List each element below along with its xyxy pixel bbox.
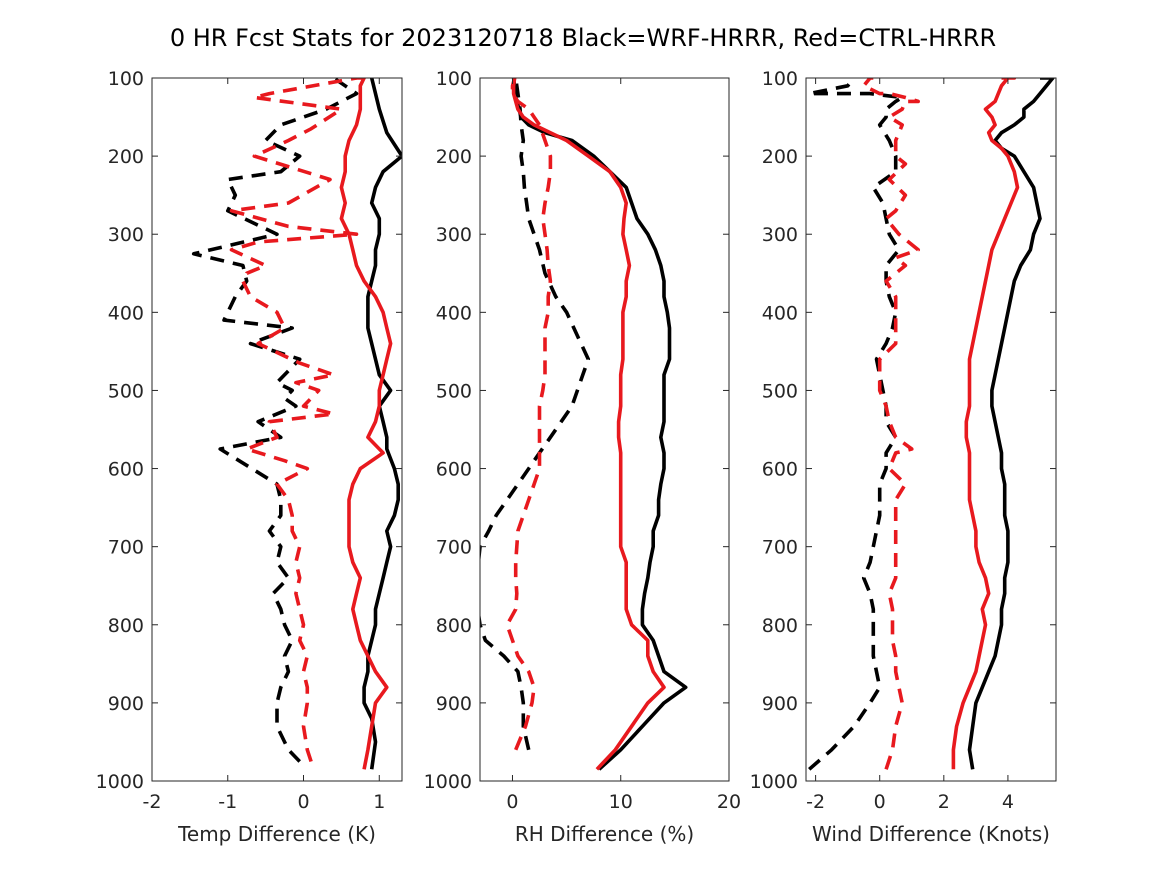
rh-black-dashed-line <box>480 78 591 751</box>
chart-title: 0 HR Fcst Stats for 2023120718 Black=WRF… <box>170 24 996 52</box>
wind-ytick-label: 600 <box>762 459 798 481</box>
temp-series-group <box>191 78 402 770</box>
rh-axes-frame <box>479 77 730 782</box>
wind-ytick-label: 700 <box>762 537 798 559</box>
wind-xtick-label: 0 <box>874 791 886 813</box>
temp-ytick-label: 400 <box>108 302 144 324</box>
wind-black-dashed-line <box>807 78 905 771</box>
temp-ytick-label: 600 <box>108 459 144 481</box>
rh-xaxis-label: RH Difference (%) <box>515 822 694 846</box>
rh-ytick-label: 900 <box>436 693 472 715</box>
rh-ytick-label: 300 <box>436 224 472 246</box>
rh-ytick-label: 1000 <box>424 771 472 793</box>
rh-red-dashed-line <box>505 78 553 751</box>
wind-xtick-label: 4 <box>1002 791 1014 813</box>
temp-ytick-label: 1000 <box>96 771 144 793</box>
rh-ytick-label: 600 <box>436 459 472 481</box>
temp-xtick-label: -2 <box>143 791 162 813</box>
rh-xtick-label: 20 <box>717 791 741 813</box>
rh-ytick-label: 500 <box>436 380 472 402</box>
rh-series-group <box>480 78 688 771</box>
temp-ytick-label: 800 <box>108 615 144 637</box>
wind-ytick-label: 1000 <box>750 771 798 793</box>
wind-xtick-label: -2 <box>806 791 825 813</box>
temp-black-solid-line <box>362 78 402 770</box>
wind-xtick-label: 2 <box>938 791 950 813</box>
wind-series-group <box>807 78 1055 771</box>
wind-ytick-label: 100 <box>762 68 798 90</box>
temp-ytick-label: 900 <box>108 693 144 715</box>
wind-red-dashed-line <box>861 78 921 770</box>
wind-ytick-label: 800 <box>762 615 798 637</box>
rh-panel: 100 200 300 400 500 600 700 800 900 1000 0 10 20 RH D… <box>424 68 741 846</box>
temp-xtick-label: -1 <box>218 791 237 813</box>
wind-red-solid-line <box>951 78 1020 770</box>
temp-red-solid-line <box>339 78 393 770</box>
wind-xaxis-label: Wind Difference (Knots) <box>812 822 1050 846</box>
rh-ytick-label: 200 <box>436 146 472 168</box>
rh-red-solid-line <box>511 78 666 771</box>
rh-ytick-label: 400 <box>436 302 472 324</box>
temp-ytick-label: 500 <box>108 380 144 402</box>
temp-ytick-label: 300 <box>108 224 144 246</box>
temp-ytick-label: 100 <box>108 68 144 90</box>
wind-ytick-label: 200 <box>762 146 798 168</box>
temp-ytick-label: 200 <box>108 146 144 168</box>
temp-xtick-label: 0 <box>297 791 309 813</box>
rh-xtick-label: 0 <box>506 791 518 813</box>
wind-ytick-label: 300 <box>762 224 798 246</box>
rh-ytick-label: 100 <box>436 68 472 90</box>
rh-ytick-label: 800 <box>436 615 472 637</box>
temp-xaxis-label: Temp Difference (K) <box>177 822 376 846</box>
wind-ytick-label: 900 <box>762 693 798 715</box>
rh-black-solid-line <box>511 78 688 771</box>
wind-ytick-label: 400 <box>762 302 798 324</box>
temp-ytick-label: 700 <box>108 537 144 559</box>
wind-axes-frame <box>805 77 1057 782</box>
temp-black-dashed-line <box>191 78 359 763</box>
wind-black-solid-line <box>967 78 1055 770</box>
rh-ytick-label: 700 <box>436 537 472 559</box>
temp-panel: 100 200 300 400 500 600 700 800 900 1000-2 -1 0 1 Tem… <box>96 68 403 846</box>
rh-xtick-label: 10 <box>609 791 633 813</box>
temp-xtick-label: 1 <box>373 791 385 813</box>
wind-ytick-label: 500 <box>762 380 798 402</box>
wind-panel: 100 200 300 400 500 600 700 800 900 1000 -2 0 2 4 Wind… <box>750 68 1057 846</box>
temp-axes-frame <box>151 77 403 782</box>
temp-red-dashed-line <box>229 78 359 763</box>
